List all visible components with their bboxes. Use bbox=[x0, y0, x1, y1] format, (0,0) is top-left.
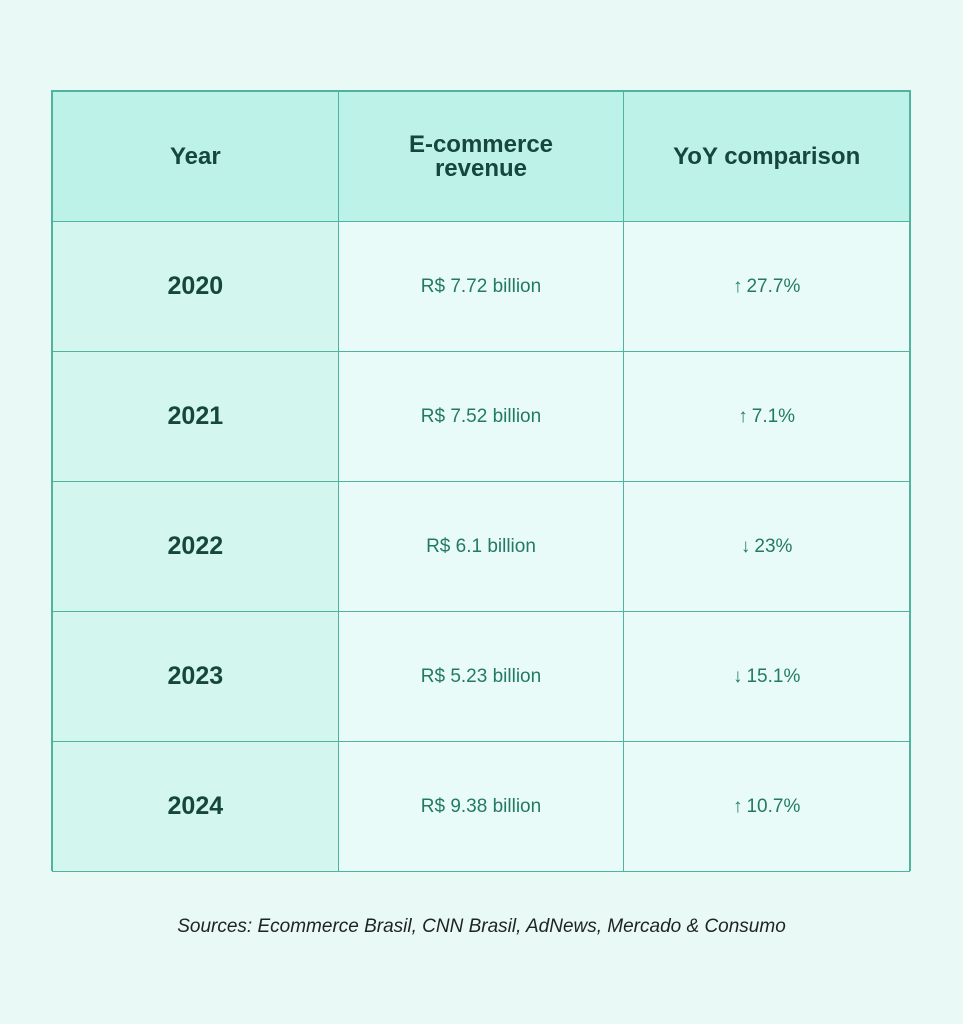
table-row: 2021 R$ 7.52 billion ↑ 7.1% bbox=[52, 351, 910, 482]
year-cell: 2023 bbox=[52, 611, 339, 742]
arrow-up-icon: ↑ bbox=[732, 275, 743, 297]
header-revenue: E-commerce revenue bbox=[337, 91, 625, 222]
revenue-cell: R$ 7.72 billion bbox=[337, 221, 625, 352]
revenue-cell: R$ 7.52 billion bbox=[337, 351, 625, 482]
yoy-value: 7.1% bbox=[751, 405, 796, 427]
yoy-cell: ↑ 27.7% bbox=[623, 221, 910, 352]
year-cell: 2024 bbox=[52, 741, 339, 872]
table-row: 2022 R$ 6.1 billion ↓ 23% bbox=[52, 481, 910, 612]
yoy-value: 27.7% bbox=[746, 275, 801, 297]
revenue-cell: R$ 9.38 billion bbox=[337, 741, 625, 872]
yoy-cell: ↑ 10.7% bbox=[623, 741, 910, 872]
arrow-down-icon: ↓ bbox=[740, 535, 751, 557]
table-header-row: Year E-commerce revenue YoY comparison bbox=[52, 91, 910, 222]
yoy-cell: ↑ 7.1% bbox=[623, 351, 910, 482]
header-revenue-line1: E-commerce bbox=[408, 130, 554, 158]
yoy-value: 15.1% bbox=[746, 665, 801, 687]
year-cell: 2020 bbox=[52, 221, 339, 352]
yoy-value: 10.7% bbox=[746, 795, 801, 817]
revenue-table-container: Year E-commerce revenue YoY comparison 2… bbox=[51, 90, 911, 872]
table-row: 2024 R$ 9.38 billion ↑ 10.7% bbox=[52, 741, 910, 872]
yoy-cell: ↓ 23% bbox=[623, 481, 910, 612]
arrow-up-icon: ↑ bbox=[732, 795, 743, 817]
table-row: 2020 R$ 7.72 billion ↑ 27.7% bbox=[52, 221, 910, 352]
revenue-table: Year E-commerce revenue YoY comparison 2… bbox=[52, 91, 910, 872]
arrow-up-icon: ↑ bbox=[738, 405, 748, 427]
revenue-cell: R$ 5.23 billion bbox=[337, 611, 625, 742]
sources-note: Sources: Ecommerce Brasil, CNN Brasil, A… bbox=[177, 916, 786, 937]
year-cell: 2021 bbox=[52, 351, 339, 482]
yoy-cell: ↓ 15.1% bbox=[623, 611, 910, 742]
revenue-cell: R$ 6.1 billion bbox=[337, 481, 625, 612]
header-yoy: YoY comparison bbox=[623, 91, 910, 222]
table-row: 2023 R$ 5.23 billion ↓ 15.1% bbox=[52, 611, 910, 742]
header-year: Year bbox=[52, 91, 339, 222]
yoy-value: 23% bbox=[754, 535, 793, 557]
arrow-down-icon: ↓ bbox=[732, 665, 743, 687]
header-revenue-line2: revenue bbox=[434, 154, 528, 182]
year-cell: 2022 bbox=[52, 481, 339, 612]
